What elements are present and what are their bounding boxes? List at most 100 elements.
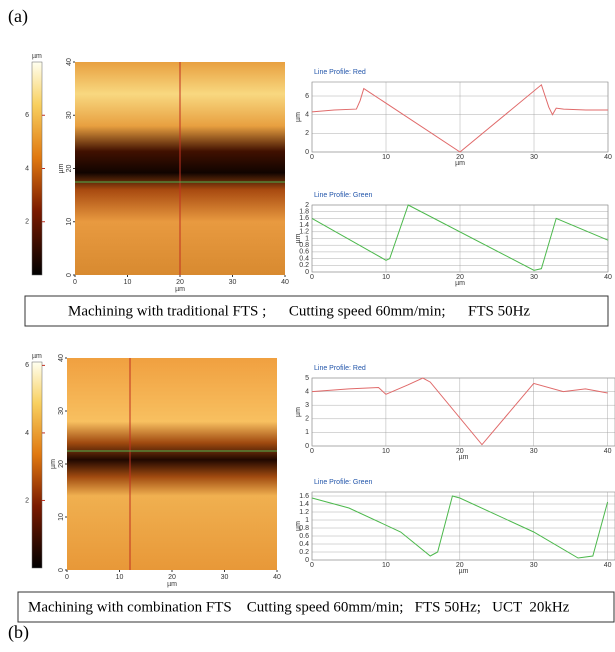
colorbar-tick-label: 2 (25, 497, 29, 504)
y-tick-label: 2 (305, 202, 309, 209)
x-tick-label: 20 (456, 448, 464, 455)
colorbar-tick-label: 6 (25, 362, 29, 369)
y-tick-label: 3 (305, 402, 309, 409)
caption: Machining with traditional FTS ; Cutting… (68, 303, 530, 319)
y-tick-label: 0.6 (299, 533, 309, 540)
y-tick-label: 1 (305, 429, 309, 436)
y-tick-label: 30 (66, 111, 73, 119)
x-axis-label: µm (167, 581, 177, 588)
y-tick-label: 1.6 (299, 493, 309, 500)
x-tick-label: 20 (456, 154, 464, 161)
y-tick-label: 0 (305, 149, 309, 156)
y-tick-label: 2 (305, 416, 309, 423)
x-tick-label: 30 (229, 279, 237, 286)
y-tick-label: 1.2 (299, 229, 309, 236)
x-tick-label: 30 (530, 448, 538, 455)
y-tick-label: 0.4 (299, 541, 309, 548)
y-tick-label: 0.2 (299, 262, 309, 269)
y-axis-label: µm (295, 521, 302, 531)
profile-line (311, 377, 608, 446)
x-tick-label: 20 (456, 274, 464, 281)
chart-title: Line Profile: Red (314, 69, 366, 76)
x-tick-label: 10 (382, 154, 390, 161)
x-tick-label: 0 (65, 574, 69, 581)
x-tick-label: 30 (530, 562, 538, 569)
x-tick-label: 20 (168, 574, 176, 581)
y-tick-label: 1.4 (299, 501, 309, 508)
y-tick-label: 40 (58, 354, 65, 362)
y-tick-label: 0.8 (299, 242, 309, 249)
x-tick-label: 40 (604, 562, 612, 569)
caption-box (17, 591, 615, 623)
y-tick-label: 0 (305, 443, 309, 450)
colorbar-tick-label: 4 (25, 165, 29, 172)
x-tick-label: 0 (310, 154, 314, 161)
caption: Machining with combination FTS Cutting s… (28, 599, 570, 615)
y-tick-label: 0 (305, 269, 309, 276)
y-tick-label: 1.4 (299, 222, 309, 229)
y-tick-label: 1.2 (299, 509, 309, 516)
y-axis-label: µm (295, 407, 302, 417)
x-tick-label: 40 (281, 279, 289, 286)
profile-line (311, 83, 608, 153)
y-tick-label: 0 (58, 568, 65, 572)
x-tick-label: 0 (73, 279, 77, 286)
x-tick-label: 10 (124, 279, 132, 286)
y-tick-label: 0 (66, 273, 73, 277)
panel-label: (b) (8, 622, 29, 643)
x-tick-label: 40 (604, 154, 612, 161)
y-tick-label: 4 (305, 388, 309, 395)
colorbar-tick-label: 2 (25, 219, 29, 226)
colorbar-unit: µm (32, 353, 42, 360)
x-axis-label: µm (459, 568, 469, 575)
y-tick-label: 4 (305, 112, 309, 119)
colorbar-unit: µm (32, 53, 42, 60)
x-tick-label: 20 (456, 562, 464, 569)
y-tick-label: 1.8 (299, 209, 309, 216)
y-tick-label: 40 (66, 58, 73, 66)
y-tick-label: 0 (305, 557, 309, 564)
x-tick-label: 0 (310, 448, 314, 455)
x-tick-label: 20 (176, 279, 184, 286)
y-axis-label: µm (58, 163, 65, 173)
x-tick-label: 0 (310, 562, 314, 569)
x-tick-label: 30 (530, 274, 538, 281)
x-tick-label: 30 (221, 574, 229, 581)
chart-title: Line Profile: Green (314, 479, 372, 486)
y-tick-label: 0.4 (299, 255, 309, 262)
profile-line (311, 495, 609, 559)
x-tick-label: 40 (604, 274, 612, 281)
y-axis-label: µm (295, 112, 302, 122)
x-tick-label: 10 (382, 274, 390, 281)
y-tick-label: 1 (305, 235, 309, 242)
y-tick-label: 0.2 (299, 549, 309, 556)
colorbar-tick-label: 6 (25, 112, 29, 119)
y-tick-label: 2 (305, 130, 309, 137)
y-tick-label: 6 (305, 93, 309, 100)
x-tick-label: 40 (273, 574, 281, 581)
x-tick-label: 30 (530, 154, 538, 161)
x-axis-label: µm (455, 280, 465, 287)
panel-label: (a) (8, 6, 28, 27)
plot-frame (311, 491, 615, 561)
x-tick-label: 10 (382, 562, 390, 569)
y-tick-label: 10 (58, 513, 65, 521)
chart-title: Line Profile: Green (314, 192, 372, 199)
y-tick-label: 1.6 (299, 215, 309, 222)
x-tick-label: 40 (604, 448, 612, 455)
x-tick-label: 10 (382, 448, 390, 455)
x-axis-label: µm (455, 160, 465, 167)
colorbar (31, 361, 43, 569)
x-tick-label: 0 (310, 274, 314, 281)
profile-line (311, 204, 609, 271)
x-axis-label: µm (459, 454, 469, 461)
y-axis-label: µm (295, 233, 302, 243)
y-tick-label: 0.6 (299, 249, 309, 256)
x-tick-label: 10 (116, 574, 124, 581)
y-tick-label: 10 (66, 218, 73, 226)
chart-title: Line Profile: Red (314, 365, 366, 372)
x-axis-label: µm (175, 286, 185, 293)
y-tick-label: 0.8 (299, 525, 309, 532)
colorbar (31, 61, 43, 276)
